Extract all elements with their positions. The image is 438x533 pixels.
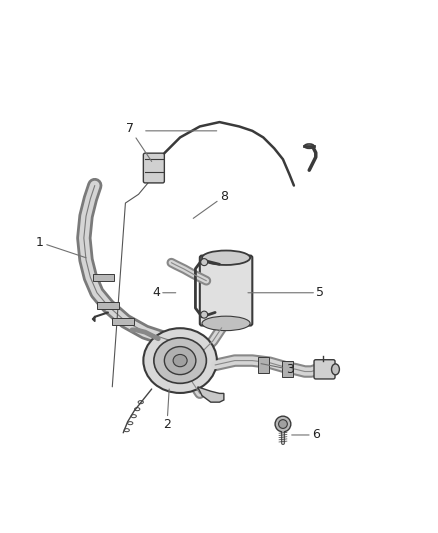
Ellipse shape xyxy=(201,251,250,265)
Ellipse shape xyxy=(201,316,250,330)
Text: 6: 6 xyxy=(291,429,319,441)
Text: 3: 3 xyxy=(261,363,293,376)
Text: 2: 2 xyxy=(162,389,170,431)
Bar xyxy=(97,302,119,309)
Ellipse shape xyxy=(331,364,339,375)
Ellipse shape xyxy=(164,346,195,375)
Ellipse shape xyxy=(304,144,313,148)
FancyBboxPatch shape xyxy=(143,153,164,183)
Text: 1: 1 xyxy=(36,236,86,258)
FancyBboxPatch shape xyxy=(199,255,252,326)
Text: 8: 8 xyxy=(193,190,227,219)
Circle shape xyxy=(200,259,207,265)
Bar xyxy=(282,361,292,377)
Text: 4: 4 xyxy=(152,286,175,299)
Bar xyxy=(258,357,268,373)
Ellipse shape xyxy=(153,338,206,383)
Polygon shape xyxy=(197,387,223,402)
Bar xyxy=(112,318,134,325)
Ellipse shape xyxy=(143,328,216,393)
Circle shape xyxy=(200,311,207,318)
Text: 7: 7 xyxy=(126,122,151,161)
Circle shape xyxy=(278,419,287,429)
Ellipse shape xyxy=(173,354,187,367)
Bar xyxy=(92,274,114,281)
Circle shape xyxy=(275,416,290,432)
FancyBboxPatch shape xyxy=(313,360,334,379)
Text: 5: 5 xyxy=(247,286,323,299)
